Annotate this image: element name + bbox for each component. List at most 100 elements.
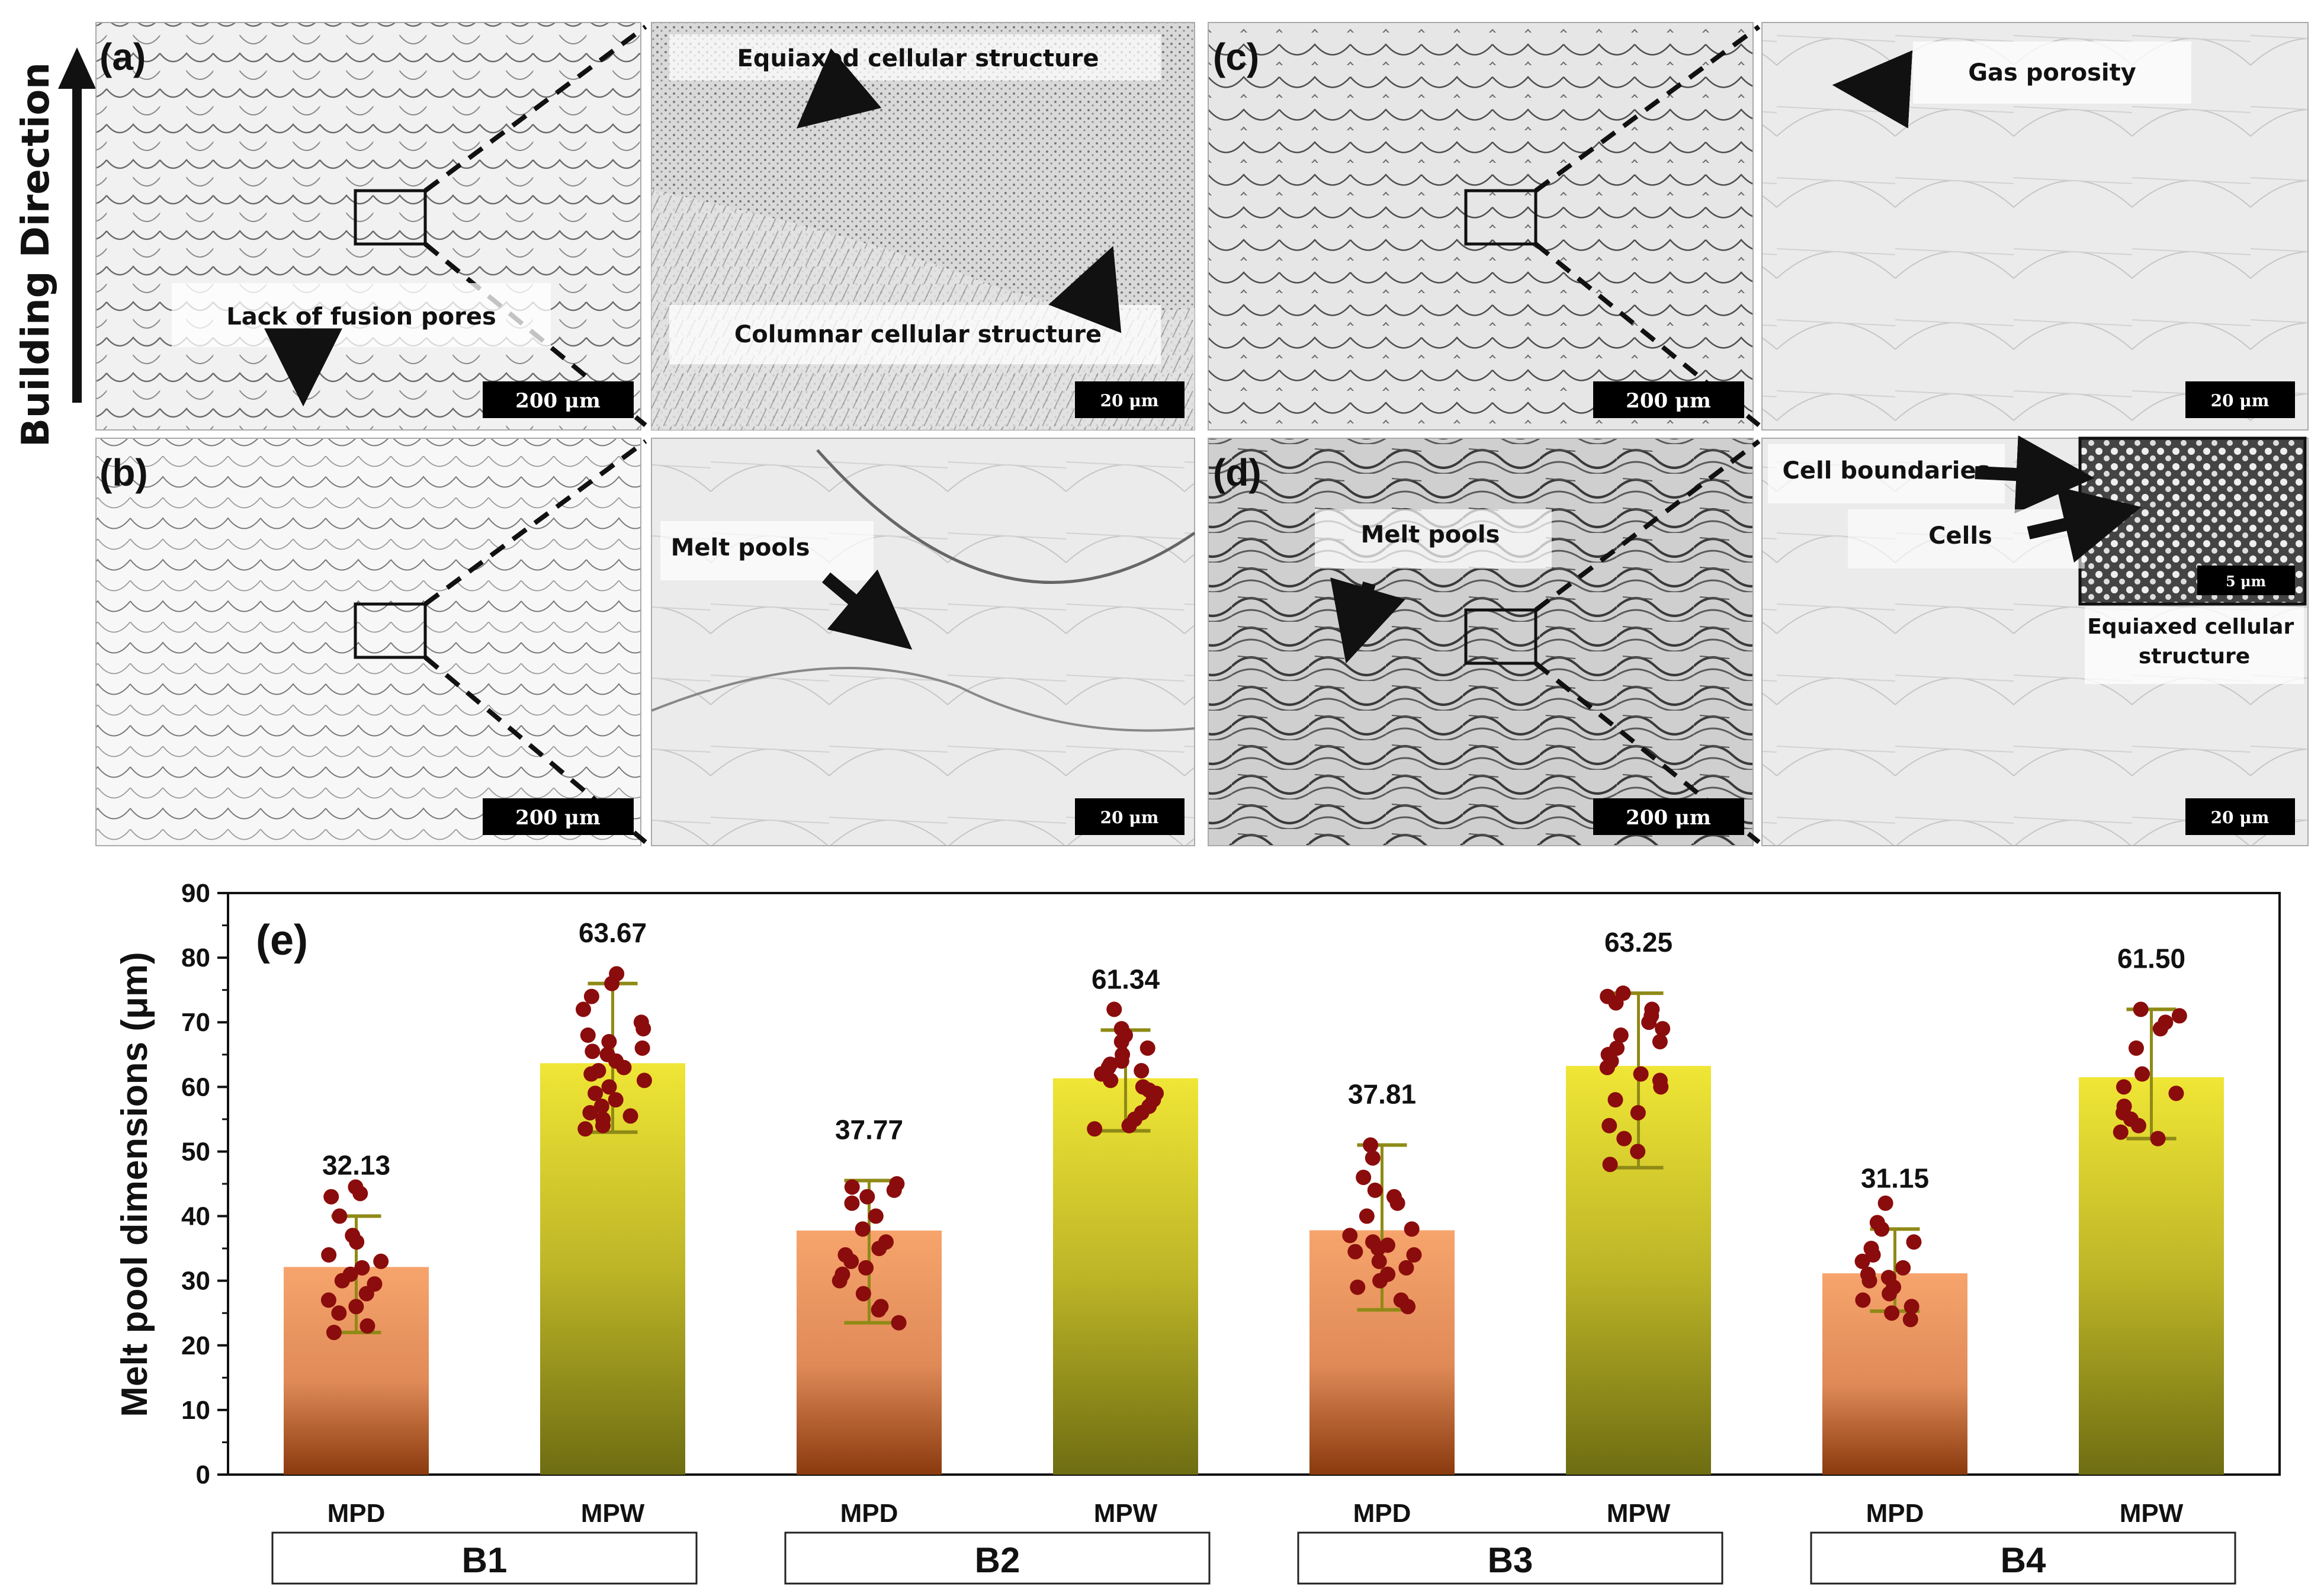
zoom-line-d-bottom xyxy=(1534,661,1761,844)
group-box xyxy=(271,1531,698,1585)
data-point xyxy=(1874,1221,1890,1237)
data-point xyxy=(1613,1027,1629,1043)
zoom-line-d-top xyxy=(1534,439,1761,612)
panel-label-a: (a) xyxy=(99,36,146,78)
data-point xyxy=(2133,1001,2149,1017)
data-point xyxy=(608,1092,624,1108)
data-point xyxy=(1342,1228,1358,1244)
data-point xyxy=(323,1189,339,1205)
data-point xyxy=(321,1247,337,1263)
data-point xyxy=(1398,1260,1414,1276)
data-point xyxy=(1367,1182,1383,1198)
value-label: 61.50 xyxy=(2117,943,2185,974)
arrow-gas-porosity xyxy=(1832,50,1913,129)
group-label-b4: B4 xyxy=(2001,1540,2046,1580)
x-category-label: MPW xyxy=(1094,1499,1158,1528)
data-point xyxy=(2128,1040,2144,1056)
data-point xyxy=(871,1302,887,1318)
data-point xyxy=(1103,1072,1119,1088)
y-axis-label: Melt pool dimensions (μm) xyxy=(114,952,155,1417)
annotation-equiaxed: Equiaxed cellular structure xyxy=(737,45,1099,72)
data-point xyxy=(348,1299,364,1315)
data-point xyxy=(1855,1292,1871,1308)
data-point xyxy=(1372,1273,1388,1289)
data-point xyxy=(635,1021,651,1037)
data-point xyxy=(1359,1208,1375,1224)
data-point xyxy=(577,1121,593,1137)
data-point xyxy=(1121,1117,1137,1133)
zoom-line-a-top xyxy=(423,24,647,193)
arrow-columnar xyxy=(1048,246,1122,333)
x-category-label: MPD xyxy=(840,1499,898,1528)
data-point xyxy=(1861,1273,1877,1289)
data-point xyxy=(358,1286,374,1302)
annotation-lack-of-fusion: Lack of fusion pores xyxy=(226,303,496,330)
micrograph-a-low xyxy=(95,22,641,431)
data-point xyxy=(844,1195,860,1211)
x-category-label: MPW xyxy=(2120,1499,2184,1528)
data-point xyxy=(373,1253,389,1269)
y-tick-label: 80 xyxy=(181,943,210,972)
scale-bar-d-high xyxy=(2185,798,2295,835)
data-point xyxy=(332,1208,348,1224)
arrow-cell-boundaries xyxy=(1975,435,2095,514)
data-point xyxy=(1389,1195,1405,1211)
data-point xyxy=(601,1033,617,1049)
scale-bar-d-low xyxy=(1593,798,1744,835)
x-category-label: MPD xyxy=(1353,1499,1411,1528)
annotation-melt-pools-d: Melt pools xyxy=(1361,521,1500,548)
value-label: 61.34 xyxy=(1092,964,1160,994)
micrograph-d-low xyxy=(1208,438,1754,846)
data-point xyxy=(871,1241,887,1257)
building-direction-indicator: Building Direction xyxy=(14,47,96,447)
data-point xyxy=(1106,1001,1122,1017)
y-tick-label: 90 xyxy=(181,879,210,908)
data-point xyxy=(1139,1040,1155,1056)
annotation-equiaxed-d: Equiaxed cellular structure xyxy=(2087,615,2301,669)
data-point xyxy=(891,1315,907,1331)
arrow-melt-pools-d xyxy=(1330,577,1405,664)
data-point xyxy=(1616,1131,1632,1147)
data-point xyxy=(2150,1131,2166,1147)
melt-pool-boundary-b2 xyxy=(651,667,1195,732)
scale-bar-b-high-text: 20 μm xyxy=(1100,808,1159,827)
scale-bar-c-low xyxy=(1593,381,1744,418)
y-tick-label: 10 xyxy=(181,1396,210,1425)
panel-label-d: (d) xyxy=(1213,451,1261,494)
data-point xyxy=(349,1234,365,1250)
value-label: 63.25 xyxy=(1604,927,1673,958)
bar-chart: 0 10 20 30 40 50 60 70 80 90 32.13 63.67 37.77 61.34… xyxy=(114,879,2281,1585)
panel-label-c: (c) xyxy=(1213,36,1259,78)
data-point xyxy=(858,1260,874,1276)
data-point xyxy=(1652,1033,1668,1049)
data-point xyxy=(1602,1157,1618,1173)
data-points xyxy=(320,966,2187,1340)
y-tick-label: 20 xyxy=(181,1331,210,1360)
annotation-cell-boundaries: Cell boundaries xyxy=(1783,457,1991,484)
data-point xyxy=(886,1182,902,1198)
plot-area-frame xyxy=(227,892,2281,1476)
x-category-label: MPD xyxy=(328,1499,386,1528)
data-point xyxy=(843,1253,859,1269)
data-point xyxy=(1608,995,1624,1011)
data-point xyxy=(601,1079,617,1095)
y-axis: 0 10 20 30 40 50 60 70 80 90 xyxy=(181,879,228,1489)
group-labels: B1 B2 B3 B4 xyxy=(271,1531,2236,1585)
bars xyxy=(284,1063,2224,1475)
group-label-b3: B3 xyxy=(1488,1540,1533,1580)
annotation-melt-pools-b: Melt pools xyxy=(671,534,810,561)
scale-bar-d-inset xyxy=(2197,566,2295,595)
data-point xyxy=(2152,1021,2168,1037)
building-direction-arrowhead xyxy=(58,47,96,89)
data-point xyxy=(1882,1286,1898,1302)
data-point xyxy=(1607,1092,1623,1108)
data-point xyxy=(1400,1299,1416,1315)
data-point xyxy=(580,1027,596,1043)
micrograph-c-low xyxy=(1208,22,1754,431)
data-point xyxy=(2116,1079,2132,1095)
scale-bar-b-low-text: 200 μm xyxy=(515,806,601,830)
annotation-columnar: Columnar cellular structure xyxy=(734,321,1102,348)
scale-bar-c-high xyxy=(2185,381,2295,418)
bar-mpw-2 xyxy=(1053,1078,1198,1475)
data-point xyxy=(1356,1170,1372,1186)
